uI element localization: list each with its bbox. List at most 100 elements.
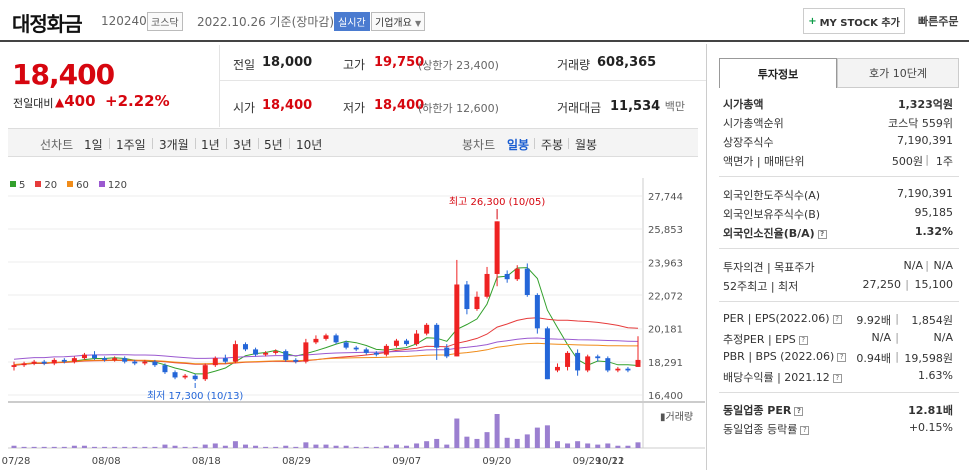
help-icon[interactable]: ? (794, 407, 804, 416)
volume-bar (192, 446, 198, 448)
ma-line-120 (13, 337, 639, 360)
volume-bar (554, 441, 560, 448)
volume-bar (424, 441, 430, 448)
candle-body (21, 363, 27, 366)
candle-body (152, 361, 158, 366)
volume-bars (11, 414, 641, 448)
price-chart[interactable]: 27,744 25,853 23,963 22,072 20,181 18,291 16,4… (0, 158, 705, 470)
market-badge: 코스닥 (147, 12, 183, 31)
candle-body (424, 324, 430, 334)
legend-swatch (98, 181, 105, 187)
tab-1week[interactable]: 1주일 (116, 138, 146, 152)
help-icon[interactable]: ? (832, 374, 842, 383)
candle-body (434, 324, 440, 348)
volume-bar (504, 437, 510, 448)
candle-body (232, 344, 238, 362)
est-per-value: N/A (871, 331, 891, 344)
candle-body (112, 358, 118, 360)
tab-orderbook[interactable]: 호가 10단계 (837, 58, 959, 88)
tab-10year[interactable]: 10년 (296, 138, 323, 152)
prev-value: 18,000 (262, 55, 313, 70)
company-info-dropdown[interactable]: 기업개요 ▼ (371, 12, 426, 31)
row-rank: 시가총액순위 코스닥 559위 (723, 115, 953, 133)
y-tick-label: 16,400 (648, 391, 683, 402)
tab-monthly-candle[interactable]: 월봉 (575, 138, 598, 152)
candle-body (132, 361, 138, 364)
x-tick-label: 09/07 (392, 456, 421, 467)
row-pbr: PBR | BPS (2022.06)? 0.94배 | 19,598원 (723, 350, 953, 368)
help-icon[interactable]: ? (800, 426, 810, 435)
candle-body (253, 349, 259, 355)
tab-1year[interactable]: 1년 (201, 138, 220, 152)
volume-bar (212, 443, 218, 448)
tab-1day[interactable]: 1일 (84, 138, 103, 152)
volume-bar (333, 445, 339, 448)
volume-bar (585, 443, 591, 448)
candle-body (202, 365, 208, 380)
amount-label: 거래대금 (557, 101, 602, 115)
high-label: 고가 (343, 58, 366, 72)
row-foreign-ratio: 외국인소진율(B/A)? 1.32% (723, 225, 953, 243)
volume-bar (152, 446, 158, 448)
candle-body (494, 221, 500, 274)
row-foreign-hold: 외국인보유주식수(B) 95,185 (723, 206, 953, 224)
tab-3year[interactable]: 3년 (233, 138, 252, 152)
help-icon[interactable]: ? (837, 353, 847, 362)
candle-body (373, 352, 379, 355)
value-separator: | (925, 259, 929, 272)
tab-weekly-candle[interactable]: 주봉 (541, 138, 564, 152)
volume-bar (172, 445, 178, 448)
ind-chg-value: +0.15% (908, 421, 953, 434)
tab-3month[interactable]: 3개월 (159, 138, 189, 152)
help-icon[interactable]: ? (798, 336, 808, 345)
volume-bar (494, 414, 500, 448)
candle-body (414, 333, 420, 345)
legend-label: 5 (19, 180, 26, 191)
row-market-cap: 시가총액 1,323억원 (723, 96, 953, 114)
candle-body (353, 347, 359, 350)
candle-body (393, 340, 399, 346)
candle-body (293, 359, 299, 362)
foreign-hold-value: 95,185 (914, 206, 954, 219)
tab-separator (568, 138, 569, 149)
tab-5year[interactable]: 5년 (264, 138, 283, 152)
tab-daily-candle[interactable]: 일봉 (507, 138, 530, 152)
quick-order-link[interactable]: 빠른주문 (918, 15, 959, 28)
candle-body (565, 352, 571, 367)
tab-investment-info[interactable]: 투자정보 (719, 58, 837, 88)
foreign-limit-value: 7,190,391 (897, 187, 953, 200)
per-text: PER | EPS(2022.06) (723, 312, 830, 325)
legend-label: 20 (44, 180, 58, 191)
company-info-label: 기업개요 (375, 18, 412, 29)
help-icon[interactable]: ? (817, 230, 827, 239)
volume-bar (51, 446, 57, 448)
volume-bar (41, 446, 47, 448)
volume-bar (363, 446, 369, 448)
candles (11, 221, 641, 381)
add-mystock-button[interactable]: + MY STOCK 추가 (803, 8, 905, 34)
candle-body (222, 358, 228, 362)
candle-body (343, 342, 349, 348)
high-annotation: 최고 26,300 (10/05) (449, 196, 545, 208)
y-tick-label: 27,744 (648, 192, 683, 203)
volume-bar (404, 445, 410, 448)
per-value: 9.92배 (856, 314, 891, 327)
opinion-label: 투자의견 | 목표주가 (723, 261, 815, 274)
volume-bar (635, 442, 641, 448)
tab-line-chart[interactable]: 선차트 (40, 138, 74, 152)
candle-body (263, 352, 269, 355)
row-par: 액면가 | 매매단위 500원 | 1주 (723, 153, 953, 171)
volume-bar (11, 445, 17, 448)
x-tick-label: 08/18 (192, 456, 221, 467)
volume-bar (565, 443, 571, 448)
volume-bar (484, 432, 490, 448)
realtime-button[interactable]: 실시간 (334, 12, 370, 31)
help-icon[interactable]: ? (832, 315, 842, 324)
candle-body (444, 347, 450, 357)
stock-code: 120240 (101, 14, 147, 28)
volume-bar (343, 445, 349, 448)
row-per: PER | EPS(2022.06)? 9.92배 | 1,854원 (723, 312, 953, 330)
tab-separator (534, 138, 535, 149)
candle-body (313, 338, 319, 343)
tab-candle-chart[interactable]: 봉차트 (462, 138, 496, 152)
